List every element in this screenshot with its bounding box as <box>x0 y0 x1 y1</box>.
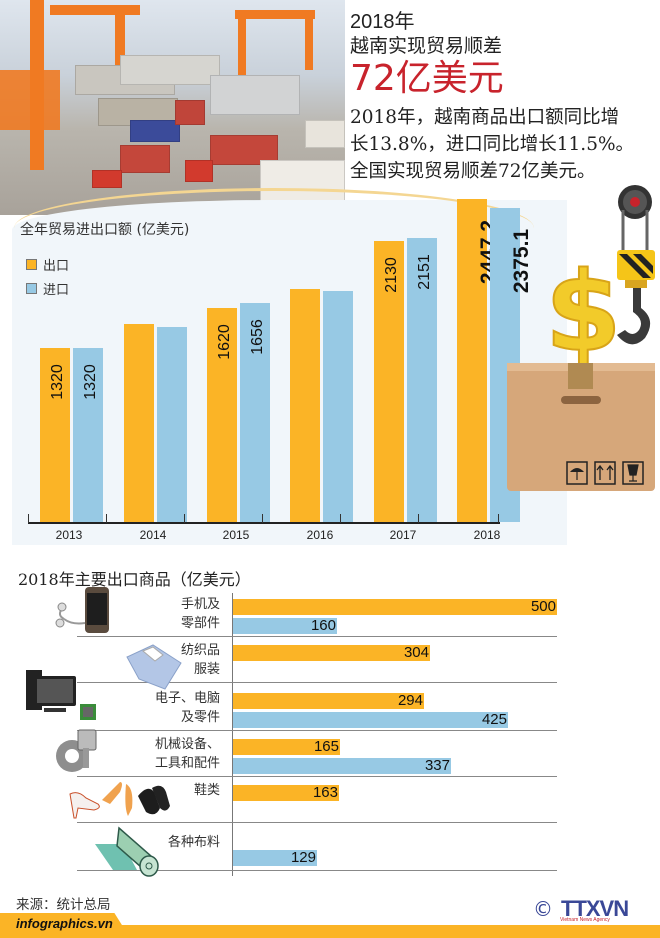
row-separator <box>77 870 557 871</box>
hbar-axis <box>232 593 233 876</box>
headline-block: 2018年 越南实现贸易顺差 72亿美元 <box>350 10 504 100</box>
import-hbar: 160 <box>233 618 337 634</box>
legend-item-export: 出口 <box>26 252 69 276</box>
legend-label: 出口 <box>43 258 70 274</box>
port-container-photo <box>0 0 345 215</box>
legend-label: 进口 <box>43 282 70 298</box>
export-bar-2016 <box>290 289 320 522</box>
import-hbar: 425 <box>233 712 508 728</box>
chart-legend: 出口 进口 <box>26 252 69 300</box>
shoes-icon <box>69 782 170 819</box>
year-label: 2014 <box>139 528 167 542</box>
axis-tick <box>106 514 107 523</box>
import-bar-2014 <box>157 327 187 522</box>
dollar-sign-icon: $ <box>544 247 623 377</box>
axis-tick <box>184 514 185 523</box>
import-bar-2017: 2151 <box>407 238 437 522</box>
phone-earbuds-icon <box>55 587 109 633</box>
bar-value-label: 1656 <box>248 318 266 355</box>
bar-value-label: 2130 <box>382 256 400 293</box>
export-bar-2017: 2130 <box>374 241 404 522</box>
ttxvn-logo: © TTXVN <box>533 896 629 921</box>
import-swatch-icon <box>26 282 37 294</box>
export-bar-2015: 1620 <box>207 308 237 522</box>
crane-dollar-box-illustration: $ <box>507 185 655 491</box>
summary-line: 2018年，越南商品出口额同比增 <box>350 107 620 128</box>
row-separator <box>77 776 557 777</box>
source-text: 来源：统计总局 <box>16 897 111 913</box>
category-label: 手机及 零部件 <box>180 597 220 631</box>
export-swatch-icon <box>26 258 37 270</box>
panel-arc-decoration <box>14 188 534 228</box>
footer-bar <box>0 925 660 938</box>
export-hbar: 294 <box>233 693 424 709</box>
export-hbar: 165 <box>233 739 340 755</box>
shirt-icon <box>126 644 182 690</box>
chart-title: 全年贸易进出口额 (亿美元) <box>20 222 190 238</box>
year-label: 2015 <box>222 528 250 542</box>
legend-item-import: 进口 <box>26 276 69 300</box>
export-hbar: 163 <box>233 785 339 801</box>
category-label: 各种布料 <box>167 835 220 850</box>
axis-tick <box>418 514 419 523</box>
category-label: 鞋类 <box>193 783 220 798</box>
bar-value-label: 1620 <box>215 323 233 360</box>
summary-line: 长13.8%，进口同比增长11.5%。 <box>350 134 635 155</box>
category-label: 电子、电脑 及零件 <box>154 691 220 725</box>
footer-tab <box>0 913 130 938</box>
import-bar-2013: 1320 <box>73 348 103 522</box>
summary-text: 2018年，越南商品出口额同比增 长13.8%，进口同比增长11.5%。 全国实… <box>350 104 655 185</box>
headline-year: 2018年 <box>350 11 415 33</box>
export-bar-2013: 1320 <box>40 348 70 522</box>
bar-value-label: 2151 <box>415 253 433 290</box>
site-link[interactable]: infographics.vn <box>16 916 113 931</box>
copyright-icon: © <box>533 897 553 921</box>
computer-icon <box>26 670 96 720</box>
import-hbar: 129 <box>233 850 317 866</box>
category-label: 机械设备、 工具和配件 <box>154 737 220 771</box>
logo-text: TTXVN <box>561 896 629 921</box>
svg-text:$: $ <box>545 248 622 376</box>
export-bar-2018: 2447.2 <box>457 199 501 522</box>
bar-value-label: 1320 <box>81 363 99 400</box>
fabric-roll-icon <box>95 826 159 877</box>
import-bar-2015: 1656 <box>240 303 270 522</box>
bar-value-label: 2447.2 <box>477 219 501 284</box>
row-separator <box>77 730 557 731</box>
summary-line: 全国实现贸易顺差72亿美元。 <box>350 161 596 182</box>
axis-tick <box>28 514 29 523</box>
import-bar-2016 <box>323 291 353 522</box>
year-label: 2013 <box>55 528 83 542</box>
headline-subtitle: 越南实现贸易顺差 <box>350 35 503 57</box>
axis-tick <box>340 514 341 523</box>
category-label: 纺织品 服装 <box>180 643 220 677</box>
axis-tick <box>262 514 263 523</box>
gear-piston-icon <box>56 729 97 772</box>
row-separator <box>77 682 557 683</box>
bar-value-label: 1320 <box>48 363 66 400</box>
axis-tick <box>498 514 499 523</box>
row-separator <box>77 822 557 823</box>
section2-title: 2018年主要出口商品（亿美元） <box>18 570 251 589</box>
year-label: 2016 <box>306 528 334 542</box>
import-hbar: 337 <box>233 758 451 774</box>
x-axis <box>28 522 500 524</box>
export-bar-2014 <box>124 324 154 522</box>
year-label: 2017 <box>389 528 417 542</box>
cardboard-box-icon <box>507 363 655 491</box>
crane-pulley-icon <box>617 185 655 345</box>
year-label: 2018 <box>473 528 501 542</box>
headline-value: 72亿美元 <box>350 58 504 99</box>
row-separator <box>77 636 557 637</box>
export-hbar: 304 <box>233 645 430 661</box>
export-hbar: 500 <box>233 599 557 615</box>
logo-subtext: Vietnam News Agency <box>560 917 610 923</box>
